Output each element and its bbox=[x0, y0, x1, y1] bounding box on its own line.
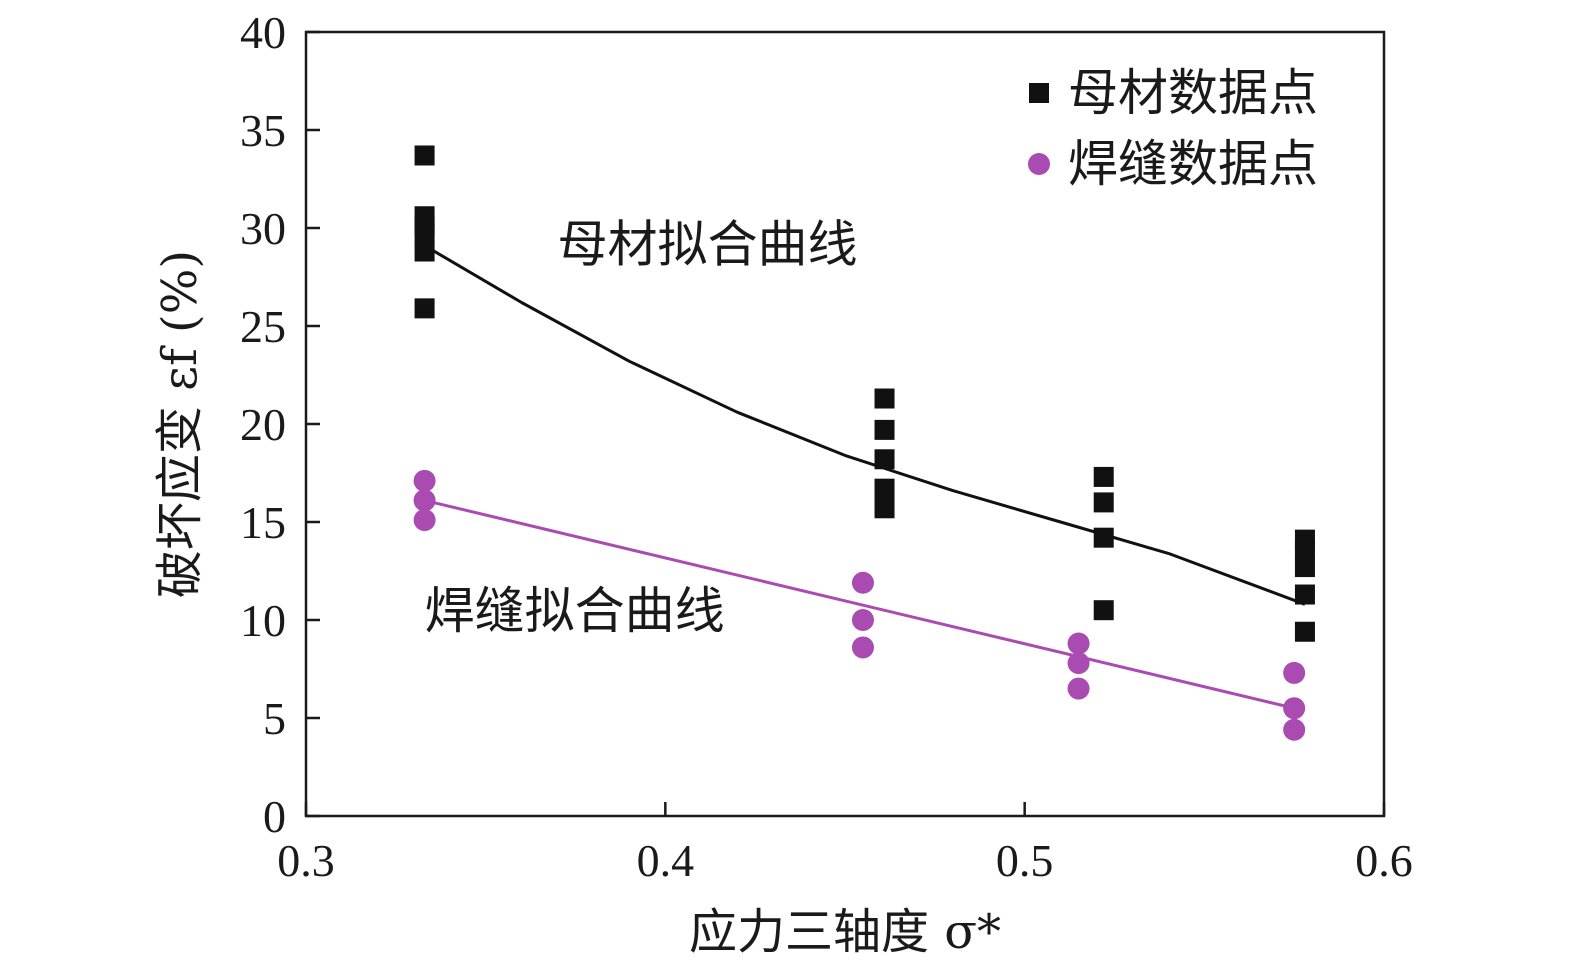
base-metal-point bbox=[874, 449, 895, 470]
base-metal-point bbox=[874, 388, 895, 409]
weld-point bbox=[851, 636, 874, 659]
base-metal-point bbox=[414, 298, 435, 319]
base-metal-point bbox=[414, 145, 435, 166]
weld-point bbox=[1067, 632, 1090, 655]
weld-point bbox=[413, 489, 436, 512]
base-metal-point bbox=[1294, 539, 1315, 560]
legend-marker-base-metal bbox=[1029, 83, 1049, 103]
base-metal-point bbox=[1093, 466, 1114, 487]
base-metal-point bbox=[874, 478, 895, 499]
weld-point bbox=[1067, 677, 1090, 700]
weld-point bbox=[413, 509, 436, 532]
legend-label-weld: 焊缝数据点 bbox=[1068, 135, 1318, 193]
weld-fit-label: 焊缝拟合曲线 bbox=[425, 582, 725, 640]
y-tick-label: 10 bbox=[240, 595, 286, 646]
base-metal-fit-label: 母材拟合曲线 bbox=[558, 215, 858, 273]
weld-point bbox=[1067, 652, 1090, 675]
y-tick-label: 40 bbox=[240, 7, 286, 58]
legend-label-base-metal: 母材数据点 bbox=[1068, 64, 1318, 122]
y-tick-label: 5 bbox=[263, 693, 286, 744]
x-tick-label: 0.6 bbox=[1355, 835, 1413, 886]
base-metal-point bbox=[1093, 600, 1114, 621]
weld-point bbox=[1283, 718, 1306, 741]
base-metal-point bbox=[414, 241, 435, 262]
x-axis-title: 应力三轴度 σ* bbox=[689, 904, 1001, 960]
y-tick-label: 0 bbox=[263, 791, 286, 842]
weld-point bbox=[851, 571, 874, 594]
base-metal-fit-line bbox=[423, 244, 1306, 606]
x-tick-label: 0.4 bbox=[637, 835, 695, 886]
weld-point bbox=[851, 609, 874, 631]
x-axis: 0.3 0.4 0.5 0.6 bbox=[277, 802, 1413, 886]
y-axis-title: 破坏应变 εf (%) bbox=[152, 250, 208, 598]
y-tick-label: 20 bbox=[240, 399, 286, 450]
y-tick-label: 15 bbox=[240, 497, 286, 548]
y-tick-label: 35 bbox=[240, 105, 286, 156]
x-tick-label: 0.5 bbox=[996, 835, 1054, 886]
base-metal-point bbox=[874, 419, 895, 440]
legend: 母材数据点 焊缝数据点 bbox=[1028, 64, 1318, 193]
legend-marker-weld bbox=[1028, 153, 1050, 175]
y-tick-label: 30 bbox=[240, 203, 286, 254]
base-metal-point bbox=[1093, 492, 1114, 513]
weld-point bbox=[1283, 661, 1306, 684]
weld-point bbox=[413, 469, 436, 492]
weld-point bbox=[1283, 697, 1306, 720]
y-axis: 0 5 10 15 20 25 30 35 40 bbox=[240, 7, 320, 842]
y-tick-label: 25 bbox=[240, 301, 286, 352]
base-metal-point bbox=[1294, 621, 1315, 642]
base-metal-point bbox=[414, 223, 435, 244]
fit-curves bbox=[423, 244, 1306, 710]
base-metal-point bbox=[874, 498, 895, 519]
base-metal-point bbox=[1093, 527, 1114, 548]
weld-fit-line bbox=[424, 498, 1295, 710]
x-tick-label: 0.3 bbox=[277, 835, 335, 886]
base-metal-point bbox=[1294, 584, 1315, 605]
data-points bbox=[413, 145, 1315, 741]
base-metal-point bbox=[1294, 557, 1315, 578]
